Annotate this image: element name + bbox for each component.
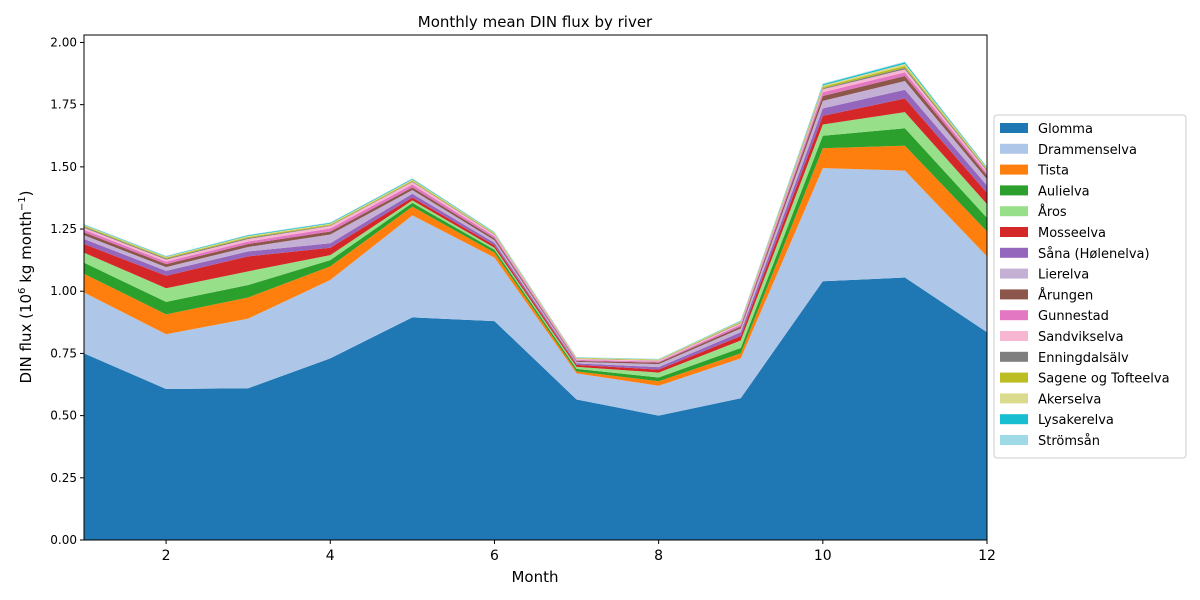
- legend-swatch-enningdalsalv: [1000, 351, 1028, 362]
- legend-label-tista: Tista: [1037, 164, 1069, 179]
- legend-label-akerselva: Akerselva: [1038, 392, 1101, 407]
- area-glomma: [84, 277, 987, 540]
- y-tick-label: 1.25: [50, 222, 77, 236]
- x-tick-label: 10: [814, 548, 832, 564]
- legend-label-sagene-og-tofteelva: Sagene og Tofteelva: [1038, 372, 1170, 387]
- area-layers: [84, 61, 987, 540]
- legend-label-sana-h-lenelva: Såna (Hølenelva): [1038, 247, 1150, 262]
- legend-swatch-akerselva: [1000, 393, 1028, 404]
- y-tick-label: 2.00: [50, 35, 77, 49]
- y-axis-label-end: ): [17, 191, 35, 197]
- y-axis-label-exponent-1: 6: [17, 288, 28, 294]
- legend-label-gunnestad: Gunnestad: [1038, 309, 1109, 324]
- x-axis-label: Month: [511, 568, 558, 586]
- x-axis: 2 4 6 8 10 12: [162, 540, 996, 564]
- legend-swatch-lierelva: [1000, 268, 1028, 279]
- legend-label-drammenselva: Drammenselva: [1038, 143, 1137, 158]
- legend-swatch-drammenselva: [1000, 143, 1028, 154]
- x-tick-label: 2: [162, 548, 171, 564]
- y-tick-label: 0.00: [50, 533, 77, 547]
- legend-label-aros: Åros: [1038, 204, 1067, 220]
- x-tick-label: 6: [490, 548, 499, 564]
- legend-swatch-mosseelva: [1000, 227, 1028, 237]
- area-drammenselva: [84, 168, 987, 416]
- x-tick-label: 4: [326, 548, 335, 564]
- y-tick-label: 0.75: [50, 346, 77, 360]
- legend-label-arungen: Årungen: [1038, 287, 1093, 303]
- legend-swatch-aros: [1000, 206, 1028, 217]
- legend-swatch-stromsan: [1000, 435, 1028, 445]
- y-tick-label: 0.50: [50, 409, 77, 423]
- y-tick-label: 1.75: [50, 98, 77, 112]
- legend-swatch-sandvikselva: [1000, 331, 1028, 341]
- x-tick-label: 12: [978, 548, 996, 564]
- y-axis-label: DIN flux (106 kg month−1): [17, 191, 35, 384]
- chart-title: Monthly mean DIN flux by river: [418, 13, 653, 31]
- y-tick-label: 1.50: [50, 160, 77, 174]
- legend-swatch-aulielva: [1000, 185, 1028, 196]
- legend-label-lierelva: Lierelva: [1038, 268, 1089, 283]
- legend-label-glomma: Glomma: [1038, 122, 1093, 137]
- legend-swatch-sagene-og-tofteelva: [1000, 372, 1028, 383]
- legend-label-aulielva: Aulielva: [1038, 184, 1090, 199]
- legend: Glomma Drammenselva Tista Aulielva Åros Mosse…: [993, 114, 1187, 459]
- legend-label-lysakerelva: Lysakerelva: [1038, 413, 1114, 428]
- legend-swatch-sana-h-lenelva: [1000, 247, 1028, 258]
- legend-frame: [993, 114, 1187, 459]
- y-tick-label: 0.25: [50, 471, 77, 485]
- y-tick-label: 1.00: [50, 284, 77, 298]
- legend-swatch-arungen: [1000, 289, 1028, 300]
- y-axis-label-exponent-2: −1: [17, 196, 28, 211]
- legend-swatch-gunnestad: [1000, 310, 1028, 321]
- legend-label-mosseelva: Mosseelva: [1038, 226, 1106, 241]
- legend-swatch-lysakerelva: [1000, 414, 1028, 425]
- y-axis-label-middle: kg month: [17, 211, 35, 287]
- y-axis-label-main: DIN flux (10: [17, 294, 35, 384]
- legend-swatch-tista: [1000, 164, 1028, 175]
- x-tick-label: 8: [654, 548, 663, 564]
- legend-label-stromsan: Strömsån: [1038, 434, 1100, 449]
- legend-swatch-glomma: [1000, 123, 1028, 133]
- y-axis: 0.00 0.25 0.50 0.75 1.00 1.25 1.50 1.75 2.00: [50, 35, 84, 547]
- legend-label-sandvikselva: Sandvikselva: [1038, 330, 1124, 345]
- area-tista: [84, 145, 987, 386]
- legend-label-enningdalsalv: Enningdalsälv: [1038, 351, 1129, 366]
- plot-frame: [83, 34, 988, 541]
